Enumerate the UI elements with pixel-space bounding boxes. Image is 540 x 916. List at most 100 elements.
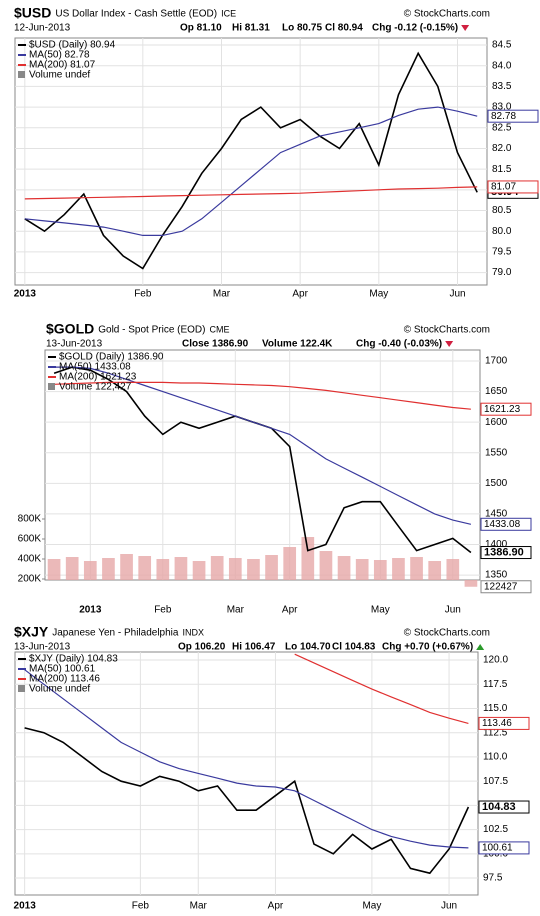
y2-tick-label: 600K [18, 534, 42, 545]
x-tick-label: 2013 [14, 901, 37, 912]
legend-label: $XJY (Daily) 104.83 [29, 654, 118, 665]
volume-bar [337, 556, 351, 580]
y-tick-label: 81.5 [492, 164, 512, 175]
info-text: Lo 80.75 [282, 23, 322, 34]
volume-bar [355, 559, 369, 580]
y-tick-label: 83.0 [492, 102, 512, 113]
legend-label: $GOLD (Daily) 1386.90 [59, 352, 164, 363]
y-tick-label: 82.5 [492, 122, 512, 133]
change-arrow [476, 644, 485, 650]
moving-average-line [54, 381, 471, 410]
info-text: Hi 106.47 [232, 642, 276, 653]
legend-label: MA(200) 1621.23 [59, 372, 137, 383]
x-tick-label: May [369, 289, 388, 300]
y-tick-label: 1350 [485, 570, 508, 581]
legend-label: MA(50) 1433.08 [59, 362, 131, 373]
last-value-label: 82.78 [491, 111, 516, 122]
y-tick-label: 107.5 [483, 776, 508, 787]
y-tick-label: 1450 [485, 509, 508, 520]
last-value-box [480, 517, 532, 531]
info-text: 13-Jun-2013 [14, 642, 71, 653]
legend-label: Volume undef [29, 70, 90, 81]
chart-name: Japanese Yen - Philadelphia [52, 628, 179, 639]
y-tick-label: 1650 [485, 386, 508, 397]
chart-name: Gold - Spot Price (EOD) [98, 325, 205, 336]
legend-label: MA(50) 82.78 [29, 50, 90, 61]
credit: © StockCharts.com [404, 628, 490, 639]
legend-label: MA(200) 113.46 [29, 674, 100, 685]
volume-bar [410, 557, 423, 580]
last-value-box [487, 109, 539, 123]
y-tick-label: 110.0 [483, 752, 508, 763]
y-tick-label: 1400 [485, 539, 508, 550]
moving-average-line [24, 106, 478, 236]
last-value-label: 122427 [484, 581, 518, 592]
volume-bar [192, 561, 206, 580]
exchange: ICE [221, 8, 236, 18]
info-text: Cl 104.83 [332, 642, 376, 653]
info-text: Hi 81.31 [232, 23, 270, 34]
x-tick-label: 2013 [14, 289, 37, 300]
y-tick-label: 1500 [485, 478, 508, 489]
x-tick-label: Jun [441, 901, 457, 912]
last-value-box [480, 402, 532, 416]
chart-symbol: $XJY [14, 624, 49, 640]
exchange: CME [210, 324, 230, 334]
info-text: Chg -0.12 (-0.15%) [372, 23, 458, 34]
moving-average-line [24, 669, 469, 849]
credit: © StockCharts.com [404, 9, 490, 20]
x-tick-label: Apr [268, 901, 284, 912]
last-value-label: 81.07 [491, 182, 516, 193]
y2-tick-label: 400K [18, 554, 42, 565]
y-tick-label: 82.0 [492, 143, 512, 154]
legend-swatch [48, 383, 55, 390]
y-tick-label: 84.0 [492, 60, 512, 71]
x-tick-label: Mar [213, 289, 231, 300]
legend-label: MA(200) 81.07 [29, 60, 96, 71]
volume-bar [228, 558, 242, 580]
last-value-label: 104.83 [482, 801, 516, 813]
volume-bar [174, 557, 188, 580]
volume-bar [319, 551, 333, 580]
chart-symbol: $USD [14, 5, 51, 21]
y-tick-label: 79.0 [492, 267, 512, 278]
x-tick-label: Mar [227, 605, 245, 616]
info-text: Volume 122.4K [262, 339, 333, 350]
last-value-box [480, 580, 532, 594]
x-tick-label: Apr [292, 289, 308, 300]
x-tick-label: May [362, 901, 381, 912]
volume-bar [301, 537, 315, 580]
info-text: 13-Jun-2013 [46, 339, 103, 350]
volume-bar [446, 559, 460, 580]
y-tick-label: 97.5 [483, 873, 503, 884]
volume-bar [65, 557, 79, 580]
legend-label: $USD (Daily) 80.94 [29, 40, 116, 51]
y-tick-label: 80.5 [492, 205, 512, 216]
legend-swatch [18, 71, 25, 78]
exchange: INDX [182, 627, 204, 637]
volume-bar [120, 554, 133, 580]
last-value-label: 1386.90 [484, 546, 524, 558]
last-value-box [480, 546, 532, 560]
last-value-label: 113.46 [482, 718, 512, 729]
volume-bar [283, 547, 297, 580]
price-line [24, 51, 478, 270]
info-text: Chg -0.40 (-0.03%) [356, 339, 442, 350]
volume-bar [428, 561, 442, 580]
y-tick-label: 84.5 [492, 40, 512, 51]
info-text: Lo 104.70 [285, 642, 331, 653]
info-text: Cl 80.94 [325, 23, 363, 34]
last-value-label: 100.61 [482, 843, 513, 854]
last-value-label: 1621.23 [484, 404, 521, 415]
credit: © StockCharts.com [404, 325, 490, 336]
plot-frame [44, 349, 481, 581]
y-tick-label: 1600 [485, 417, 508, 428]
last-value-box [478, 716, 530, 730]
change-arrow [445, 341, 454, 347]
y-tick-label: 1700 [485, 356, 508, 367]
x-tick-label: Jun [445, 605, 461, 616]
y-tick-label: 80.0 [492, 226, 512, 237]
last-value-box [478, 800, 530, 814]
y-tick-label: 117.5 [483, 679, 508, 690]
last-value-box [478, 841, 530, 855]
